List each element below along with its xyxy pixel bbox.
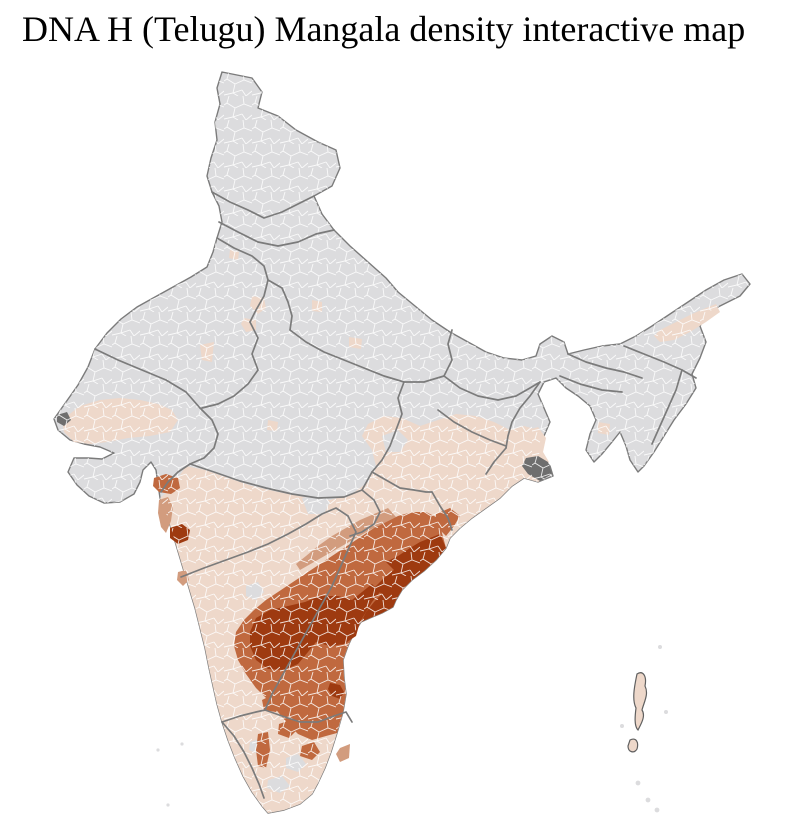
- map-region-small-islands[interactable]: [166, 803, 170, 807]
- islands-group[interactable]: [156, 645, 668, 813]
- map-region-andaman-islands[interactable]: [627, 738, 639, 753]
- map-region-small-islands[interactable]: [654, 807, 660, 813]
- map-region-small-islands[interactable]: [635, 780, 641, 786]
- map-region-north-scattered-district[interactable]: [200, 342, 214, 362]
- map-region-north-scattered-district[interactable]: [312, 300, 322, 312]
- map-region-small-islands[interactable]: [664, 710, 668, 714]
- map-region-small-islands[interactable]: [645, 797, 651, 803]
- map-region-tripura-spot[interactable]: [598, 422, 610, 435]
- map-region-small-islands[interactable]: [658, 645, 662, 649]
- map-region-north-scattered-district[interactable]: [349, 337, 362, 349]
- map-region-kaveri-delta[interactable]: [336, 744, 350, 762]
- map-region-andaman-islands[interactable]: [633, 672, 648, 732]
- map-region-small-islands[interactable]: [620, 724, 624, 728]
- page-title: DNA H (Telugu) Mangala density interacti…: [22, 9, 746, 49]
- map-region-small-islands[interactable]: [156, 748, 160, 752]
- map-region-small-islands[interactable]: [180, 742, 184, 746]
